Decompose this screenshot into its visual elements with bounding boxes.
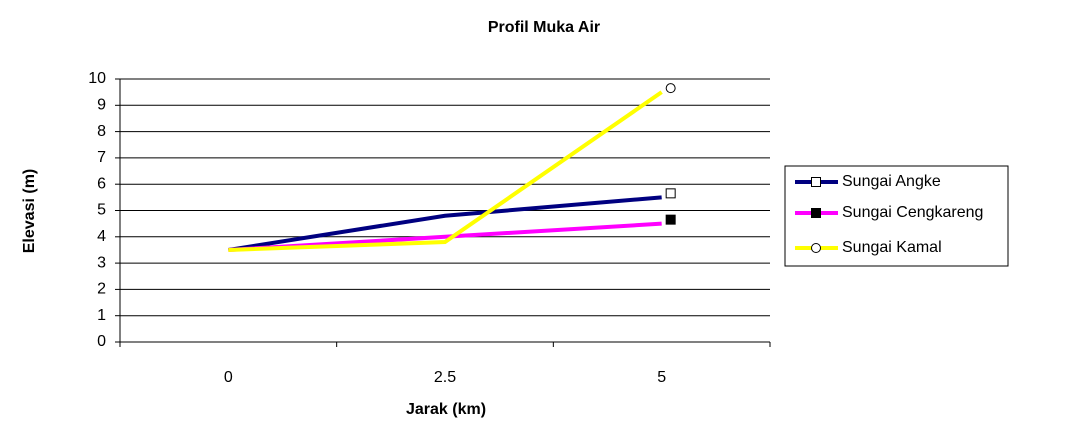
y-axis-label: Elevasi (m) xyxy=(21,169,38,253)
y-tick-label: 8 xyxy=(97,123,106,140)
y-tick-label: 2 xyxy=(97,281,106,298)
legend-marker xyxy=(811,208,821,218)
x-tick-label: 0 xyxy=(224,369,233,386)
legend-label: Sungai Kamal xyxy=(842,239,942,256)
legend-marker xyxy=(811,243,821,253)
x-axis-label: Jarak (km) xyxy=(406,401,486,418)
y-tick-label: 0 xyxy=(97,333,106,350)
y-tick-label: 9 xyxy=(97,97,106,114)
x-tick-label: 5 xyxy=(657,369,666,386)
y-tick-label: 4 xyxy=(97,228,106,245)
series-marker xyxy=(665,214,676,225)
x-tick-label: 2.5 xyxy=(434,369,456,386)
y-tick-label: 6 xyxy=(97,175,106,192)
series-marker xyxy=(665,188,676,199)
y-tick-label: 1 xyxy=(97,307,106,324)
y-tick-label: 7 xyxy=(97,149,106,166)
series-marker xyxy=(665,83,676,94)
y-tick-label: 10 xyxy=(88,70,106,87)
y-tick-label: 3 xyxy=(97,254,106,271)
legend-marker xyxy=(811,177,821,187)
chart-title: Profil Muka Air xyxy=(488,19,600,36)
series-line xyxy=(228,90,663,252)
legend-label: Sungai Cengkareng xyxy=(842,204,983,221)
y-tick-label: 5 xyxy=(97,202,106,219)
legend-label: Sungai Angke xyxy=(842,173,941,190)
series-line xyxy=(228,195,662,252)
